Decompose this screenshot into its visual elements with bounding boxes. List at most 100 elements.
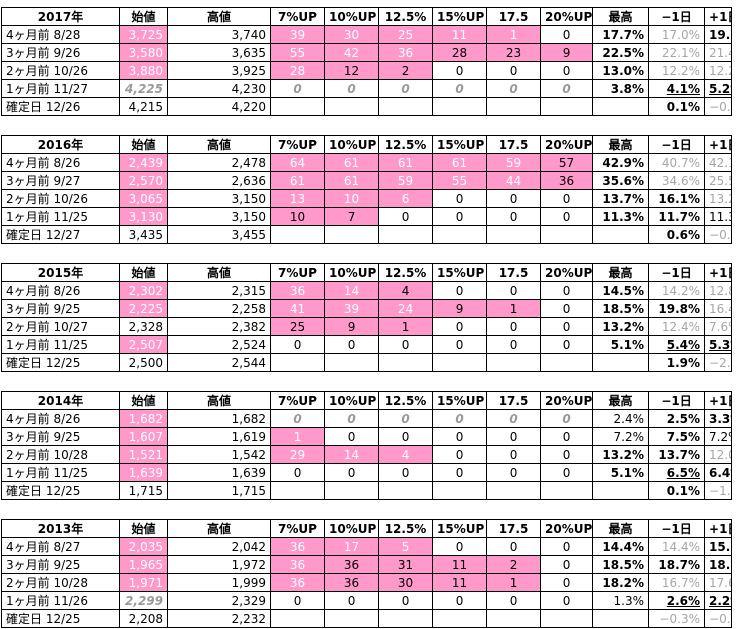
open-price: 2,439 bbox=[119, 153, 168, 172]
threshold-hit-count: 0 bbox=[432, 427, 488, 446]
open-price: 3,130 bbox=[119, 207, 168, 226]
row-label: 3ヶ月前 9/26 bbox=[1, 43, 120, 62]
threshold-hit-count: 0 bbox=[486, 61, 542, 80]
threshold-hit-count: 0 bbox=[432, 537, 488, 556]
prev-day-pct: 0.1% bbox=[648, 481, 706, 500]
threshold-hit-count: 0 bbox=[540, 61, 594, 80]
threshold-hit-count: 0 bbox=[432, 189, 488, 208]
open-price: 3,725 bbox=[119, 25, 168, 44]
empty-cell bbox=[432, 353, 488, 372]
threshold-hit-count: 25 bbox=[378, 25, 434, 44]
next-day-pct: 6.4% bbox=[704, 463, 732, 482]
threshold-hit-count: 17 bbox=[324, 537, 380, 556]
column-header: +1日 bbox=[704, 519, 732, 538]
row-label: 1ヶ月前 11/25 bbox=[1, 463, 120, 482]
empty-cell bbox=[540, 481, 594, 500]
table-row: 3ヶ月前 9/25 2,225 2,258 41 39 24 9 1 0 18.5% 19.8% 16… bbox=[1, 299, 732, 318]
empty-cell bbox=[324, 481, 380, 500]
column-header: −1日 bbox=[648, 391, 706, 410]
next-day-pct: 7.2% bbox=[704, 427, 732, 446]
year-header: 2016年 bbox=[1, 135, 120, 154]
column-header: 12.5% bbox=[378, 263, 434, 282]
prev-day-pct: 13.7% bbox=[648, 445, 706, 464]
year-header: 2014年 bbox=[1, 391, 120, 410]
row-label: 確定日 12/27 bbox=[1, 225, 120, 244]
column-header: 20%UP bbox=[540, 519, 594, 538]
max-gain-pct: 13.7% bbox=[592, 189, 650, 208]
column-header: 7%UP bbox=[270, 263, 326, 282]
threshold-hit-count: 1 bbox=[378, 317, 434, 336]
threshold-hit-count: 13 bbox=[270, 189, 326, 208]
empty-cell bbox=[270, 97, 326, 116]
max-gain-pct: 18.5% bbox=[592, 299, 650, 318]
threshold-hit-count: 0 bbox=[540, 463, 594, 482]
next-day-pct: −0.7% bbox=[704, 97, 732, 116]
empty-cell bbox=[592, 481, 650, 500]
threshold-hit-count: 0 bbox=[378, 79, 434, 98]
column-header: 12.5% bbox=[378, 7, 434, 26]
threshold-hit-count: 0 bbox=[486, 445, 542, 464]
high-price: 1,682 bbox=[166, 409, 272, 428]
threshold-hit-count: 0 bbox=[270, 335, 326, 354]
threshold-hit-count: 64 bbox=[270, 153, 326, 172]
threshold-hit-count: 14 bbox=[324, 445, 380, 464]
threshold-hit-count: 44 bbox=[486, 171, 542, 190]
row-label: 2ヶ月前 10/26 bbox=[1, 189, 120, 208]
column-header: 15%UP bbox=[432, 391, 488, 410]
max-gain-pct: 13.0% bbox=[592, 61, 650, 80]
table-row: 4ヶ月前 8/28 3,725 3,740 39 30 25 11 1 0 17.7% 17.0% 1… bbox=[1, 25, 732, 44]
prev-day-pct: 18.7% bbox=[648, 555, 706, 574]
threshold-hit-count: 28 bbox=[432, 43, 488, 62]
column-header: 17.5 bbox=[486, 263, 542, 282]
table-row: 2ヶ月前 10/28 1,521 1,542 29 14 4 0 0 0 13.2% 13.7% 12… bbox=[1, 445, 732, 464]
row-label: 3ヶ月前 9/25 bbox=[1, 555, 120, 574]
year-block-table: 2017年 始値 高値 7%UP 10%UP 12.5% 15%UP 17.5 20%UP 最高 −… bbox=[1, 7, 732, 116]
column-header: 12.5% bbox=[378, 391, 434, 410]
threshold-hit-count: 0 bbox=[324, 591, 380, 610]
pct-value: 4.1% bbox=[666, 81, 701, 96]
threshold-hit-count: 61 bbox=[324, 171, 380, 190]
empty-cell bbox=[270, 353, 326, 372]
open-price: 1,639 bbox=[119, 463, 168, 482]
column-header: +1日 bbox=[704, 263, 732, 282]
threshold-hit-count: 61 bbox=[324, 153, 380, 172]
row-label: 2ヶ月前 10/28 bbox=[1, 445, 120, 464]
column-header: 10%UP bbox=[324, 263, 380, 282]
threshold-hit-count: 0 bbox=[540, 207, 594, 226]
next-day-pct: −2.2% bbox=[704, 353, 732, 372]
open-price: 3,435 bbox=[119, 225, 168, 244]
threshold-hit-count: 25 bbox=[270, 317, 326, 336]
threshold-hit-count: 39 bbox=[270, 25, 326, 44]
row-label: 確定日 12/26 bbox=[1, 97, 120, 116]
max-gain-pct: 13.2% bbox=[592, 445, 650, 464]
threshold-hit-count: 39 bbox=[324, 299, 380, 318]
max-gain-pct: 11.3% bbox=[592, 207, 650, 226]
column-header: 高値 bbox=[166, 135, 272, 154]
threshold-hit-count: 31 bbox=[378, 555, 434, 574]
next-day-pct: −0.1% bbox=[704, 225, 732, 244]
next-day-pct: 3.3% bbox=[704, 409, 732, 428]
column-header: 始値 bbox=[119, 263, 168, 282]
high-price: 1,715 bbox=[166, 481, 272, 500]
column-header: 最高 bbox=[592, 7, 650, 26]
threshold-hit-count: 0 bbox=[486, 79, 542, 98]
row-label: 確定日 12/25 bbox=[1, 481, 120, 500]
threshold-hit-count: 0 bbox=[270, 79, 326, 98]
year-block-table: 2014年 始値 高値 7%UP 10%UP 12.5% 15%UP 17.5 20%UP 最高 −… bbox=[1, 391, 732, 500]
empty-cell bbox=[324, 353, 380, 372]
open-price: 1,965 bbox=[119, 555, 168, 574]
empty-cell bbox=[270, 609, 326, 628]
threshold-hit-count: 30 bbox=[378, 573, 434, 592]
high-price: 4,220 bbox=[166, 97, 272, 116]
prev-day-pct: −0.3% bbox=[648, 609, 706, 628]
open-price: 3,880 bbox=[119, 61, 168, 80]
column-header: 7%UP bbox=[270, 7, 326, 26]
next-day-pct: 2.2% bbox=[704, 591, 732, 610]
column-header: 最高 bbox=[592, 135, 650, 154]
max-gain-pct: 7.2% bbox=[592, 427, 650, 446]
next-day-pct: 25.5% bbox=[704, 171, 732, 190]
max-gain-pct: 18.2% bbox=[592, 573, 650, 592]
threshold-hit-count: 42 bbox=[324, 43, 380, 62]
